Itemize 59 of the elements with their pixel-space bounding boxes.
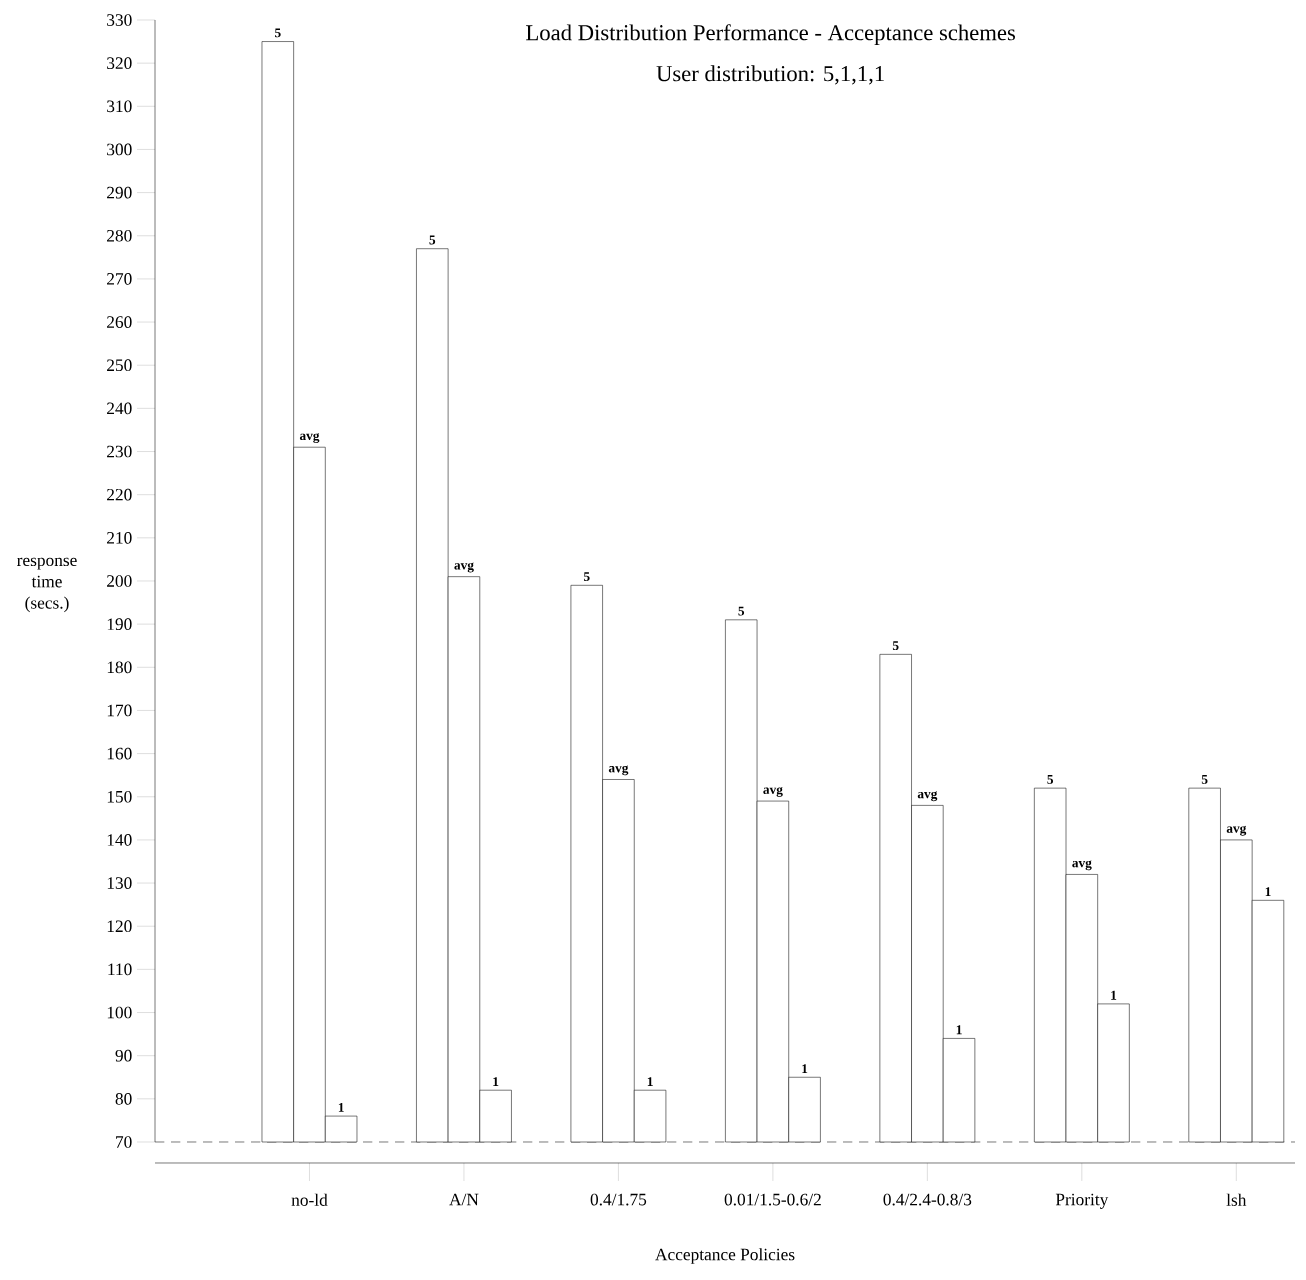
y-tick-label: 170 <box>107 704 132 717</box>
y-tick-label: 100 <box>107 1006 132 1019</box>
y-tick-label: 150 <box>107 790 132 803</box>
text: avg <box>763 787 783 797</box>
text: avg <box>608 765 629 776</box>
y-tick-label: 160 <box>107 747 132 760</box>
x-tick-label: A/N <box>449 1193 479 1206</box>
x-tick-label: 0.01/1.5-0.6/2 <box>724 1193 821 1206</box>
y-axis-title: response time (secs.) <box>17 557 77 613</box>
series-label: 5 <box>429 235 436 245</box>
y-tick-label: 310 <box>107 100 132 113</box>
text: 5 <box>275 28 281 38</box>
text: 5 <box>738 606 745 616</box>
text: 1 <box>802 1064 808 1073</box>
y-tick-label: 320 <box>107 57 132 69</box>
y-tick-label: 260 <box>107 316 132 328</box>
y-tick-label: 270 <box>107 273 132 285</box>
y-tick-label: 70 <box>116 1136 132 1148</box>
series-label: avg <box>299 433 320 443</box>
y-tick-label: 180 <box>107 661 132 674</box>
x-tick-label: 0.4/1.75 <box>590 1193 647 1206</box>
y-tick-label: 110 <box>108 963 132 976</box>
y-tick-label: 300 <box>107 143 132 156</box>
y-tick-label: 80 <box>115 1092 132 1105</box>
text: 5 <box>1201 774 1208 784</box>
x-tick-label: 0.4/2.4-0.8/3 <box>883 1193 972 1206</box>
chart-title: Load Distribution Performance - Acceptance schemes <box>526 24 1015 45</box>
text: 1 <box>1265 887 1271 897</box>
text: User distribution: 5,1,1,1 <box>656 65 884 85</box>
y-tick-label: 280 <box>107 229 132 242</box>
text: 1 <box>1111 990 1117 1000</box>
y-tick-label: 210 <box>107 531 132 544</box>
x-tick-label: lsh <box>1226 1193 1247 1206</box>
series-label: 1 <box>338 1103 344 1112</box>
y-tick-label: 250 <box>107 359 132 372</box>
text: 1 <box>647 1077 653 1086</box>
text: 5 <box>1047 774 1054 784</box>
y-tick-label: 330 <box>107 14 132 26</box>
text: 1 <box>956 1025 962 1035</box>
x-tick-label: Priority <box>1055 1193 1109 1209</box>
text: 5 <box>892 641 899 651</box>
y-tick-label: 200 <box>107 575 132 587</box>
text: avg <box>917 791 938 802</box>
x-axis-title: Acceptance Policies <box>655 1248 795 1264</box>
y-tick-label: 90 <box>115 1049 132 1062</box>
y-tick-label: 230 <box>107 445 132 458</box>
text: avg <box>1226 825 1247 836</box>
y-tick-label: 240 <box>107 402 132 415</box>
y-tick-label: 190 <box>107 618 132 630</box>
text: avg <box>454 562 474 573</box>
text: avg <box>1072 860 1092 871</box>
y-tick-label: 290 <box>107 186 132 199</box>
y-tick-label: 140 <box>107 834 132 846</box>
text: 5 <box>583 572 590 582</box>
x-tick-label: no-ld <box>291 1193 328 1206</box>
y-tick-label: 220 <box>107 488 132 501</box>
text: 1 <box>493 1077 499 1086</box>
y-tick-label: 120 <box>107 920 132 933</box>
y-tick-label: 130 <box>107 877 132 889</box>
